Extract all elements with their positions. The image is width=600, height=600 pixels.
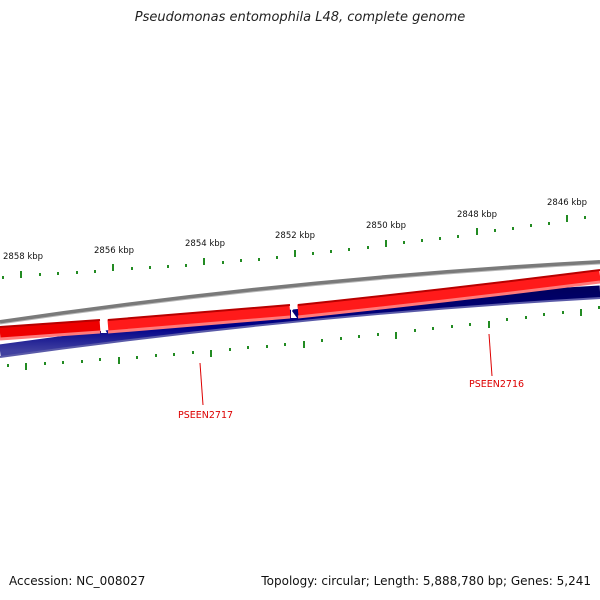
scale-label-2858: 2858 kbp [3,252,43,262]
gene-PSEEN2717-leader [199,362,204,406]
scale-label-2848: 2848 kbp [457,210,497,220]
gene-PSEEN2716-arrow [297,269,600,318]
inner-scale-ticks [7,306,600,370]
scale-label-2856: 2856 kbp [94,246,134,256]
backbone-ring [0,260,600,324]
scale-label-2852: 2852 kbp [275,231,315,241]
forward-gene-segment-left [0,319,101,340]
gene-label-PSEEN2717[interactable]: PSEEN2717 [178,410,233,421]
scale-label-2846: 2846 kbp [547,198,587,208]
map-title: Pseudomonas entomophila L48, complete ge… [134,10,466,25]
genome-summary-text: Topology: circular; Length: 5,888,780 bp… [261,574,591,588]
gene-arrowhead-left-1 [101,319,107,333]
accession-text: Accession: NC_008027 [9,574,146,588]
scale-label-2850: 2850 kbp [366,221,406,231]
gene-PSEEN2716-leader [488,333,493,377]
scale-label-2854: 2854 kbp [185,239,225,249]
gene-PSEEN2717-arrow [107,304,291,333]
outer-scale-ticks [2,215,586,279]
gene-label-PSEEN2716[interactable]: PSEEN2716 [469,379,524,390]
gene-arrowhead-left-2 [291,304,297,318]
